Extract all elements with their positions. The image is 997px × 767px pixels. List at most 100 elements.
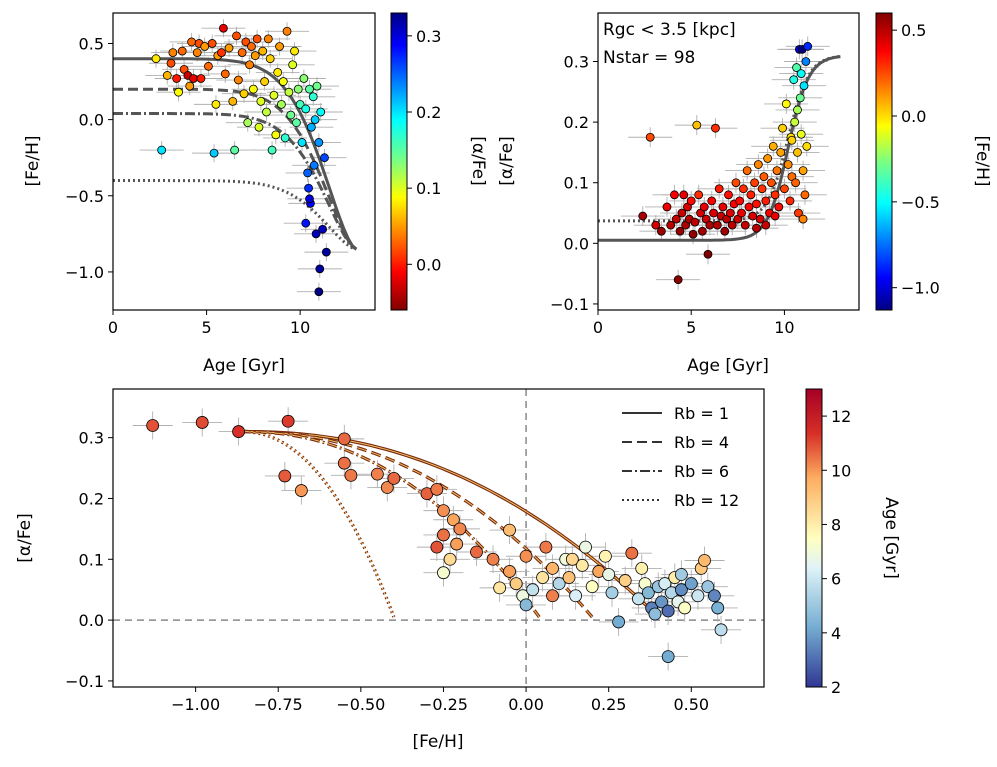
p1-frame — [112, 12, 376, 311]
p1-point — [196, 74, 206, 83]
p2-point — [752, 199, 761, 209]
p3-point — [437, 504, 450, 518]
p2-point — [761, 220, 771, 230]
p1-point — [177, 46, 187, 56]
p1-point — [233, 75, 243, 85]
p1-cbticks: 0.0 0.1 0.2 0.3 — [407, 27, 441, 274]
p3-frame — [112, 388, 765, 688]
p1-ytick-label: 0.5 — [79, 34, 104, 53]
p3-point — [370, 467, 384, 481]
p3-point — [503, 565, 516, 578]
p1-point — [311, 229, 321, 239]
p1-point — [315, 264, 325, 274]
p3-ytick-label: 0.2 — [79, 489, 104, 508]
p3-points — [146, 414, 728, 663]
p3-ytick-label: 0.1 — [79, 550, 104, 569]
p2-xtick-label: 5 — [686, 318, 696, 337]
p1-point — [277, 99, 286, 109]
p1-point — [248, 84, 258, 94]
p1-point — [162, 71, 172, 80]
p3-point — [337, 432, 351, 446]
p3-xticks: −1.00 −0.75 −0.50 −0.25 0.00 0.25 0.50 — [171, 687, 709, 714]
p3-point — [552, 577, 566, 591]
p3-cblabel: Age [Gyr] — [881, 497, 901, 579]
p2-point — [796, 69, 806, 79]
p3-point — [658, 577, 672, 591]
p3-point — [453, 522, 467, 536]
p3-point — [278, 469, 292, 483]
p1-ylabel: [Fe/H] — [23, 135, 43, 186]
p2-cbtick-label: 0.5 — [901, 21, 926, 40]
p2-point — [774, 202, 784, 212]
p1-point — [309, 160, 319, 170]
p3-point — [486, 552, 500, 566]
p2-point — [802, 141, 812, 151]
p2-point — [714, 184, 724, 194]
p2-point — [795, 93, 805, 103]
p2-point — [711, 123, 720, 133]
p1-point — [219, 23, 228, 33]
p3-tracks — [238, 429, 660, 619]
p3-point — [337, 456, 351, 470]
p3-point — [711, 601, 725, 615]
p2-cbtick-label: −1.0 — [901, 279, 940, 298]
p1-point — [220, 69, 230, 79]
p2-yticks: −0.1 0.0 0.1 0.2 0.3 — [550, 52, 598, 314]
p2-point — [705, 220, 715, 230]
p2-point — [709, 208, 718, 218]
p1-point — [308, 92, 318, 102]
p3-xtick-label: −1.00 — [171, 695, 220, 714]
p1-point — [312, 81, 322, 91]
p1-point — [166, 58, 176, 68]
p1-point — [282, 26, 292, 36]
p1-point — [239, 89, 249, 99]
p1-point — [243, 118, 253, 128]
p3-cbtick-label: 12 — [831, 407, 851, 426]
p3-point — [380, 481, 394, 494]
p3-cbtick-label: 2 — [831, 678, 841, 697]
p1-curve-dashed — [113, 87, 358, 251]
p3-point — [446, 513, 460, 527]
p1-point — [297, 138, 307, 147]
p2-frame — [597, 12, 860, 311]
p1-point — [263, 34, 273, 44]
p3-point — [294, 484, 308, 497]
p2-ytick-label: 0.3 — [564, 52, 589, 71]
p1-point — [258, 46, 268, 56]
p2-point — [740, 220, 750, 230]
p1-point — [321, 247, 331, 257]
p3-point — [232, 425, 245, 438]
p1-points — [151, 23, 331, 297]
p2-point — [790, 117, 800, 127]
p2-point — [698, 226, 707, 236]
p2-ytick-label: −0.1 — [550, 295, 589, 314]
p3-legend-label: Rb = 1 — [674, 404, 729, 423]
p3-xtick-label: −0.75 — [254, 695, 303, 714]
p2-point — [731, 178, 741, 188]
p1-xtick-label: 5 — [201, 318, 211, 337]
p3-point — [575, 558, 589, 572]
p1-point — [316, 107, 326, 117]
p1-point — [288, 60, 298, 70]
p2-point — [656, 226, 666, 236]
p3-xtick-label: −0.25 — [419, 695, 468, 714]
p1-point — [304, 183, 313, 193]
p3-xlabel: [Fe/H] — [412, 732, 463, 752]
p2-point — [677, 208, 687, 218]
p2-point — [662, 202, 672, 212]
p2-point — [787, 135, 797, 145]
p3-point — [430, 540, 444, 554]
p3-point — [546, 562, 559, 575]
p1-point — [269, 90, 279, 100]
p3-xtick-label: 0.50 — [673, 695, 709, 714]
p3-point — [526, 583, 540, 597]
p3-yticks: −0.1 0.0 0.1 0.2 0.3 — [65, 429, 113, 691]
p3-point — [344, 468, 358, 482]
p3-point — [585, 580, 599, 594]
p2-point — [720, 226, 730, 236]
p3-track-inner-dashed — [238, 430, 593, 618]
p1-cbtick-label: 0.3 — [416, 27, 441, 46]
p3-point — [470, 545, 483, 559]
p1-colorbar — [390, 12, 408, 311]
